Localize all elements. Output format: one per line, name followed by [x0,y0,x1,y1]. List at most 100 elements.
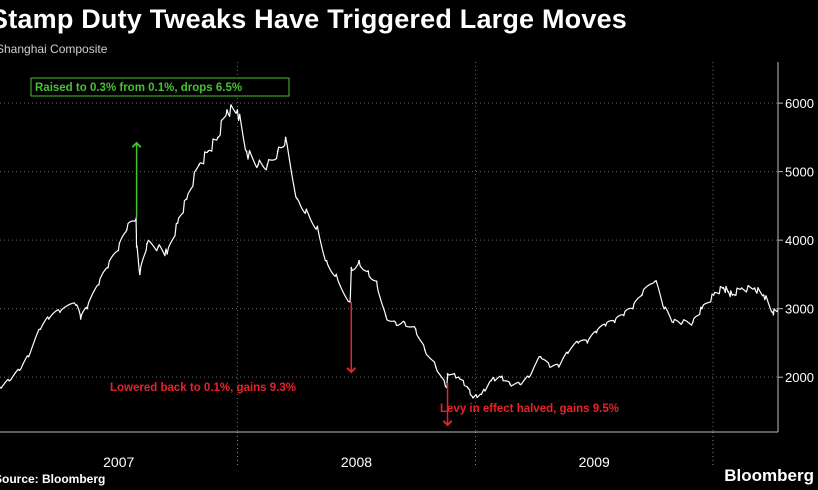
series-layer [0,104,779,399]
data-point [586,342,589,344]
data-point [500,376,502,378]
annotation-label-raised: Raised to 0.3% from 0.1%, drops 6.5% [35,82,242,94]
data-point [296,198,299,200]
data-point [753,287,756,289]
data-point [107,266,109,269]
data-point [266,163,269,166]
data-point [604,324,607,327]
data-point [641,294,643,296]
x-tick-label: 2007 [103,454,134,470]
annotation-label-halved: Levy in effect halved, gains 9.5% [440,403,619,415]
annotation-box [30,77,290,97]
data-point [457,376,460,378]
data-point [75,304,77,307]
data-point [654,280,656,283]
brand-logo-text: Bloomberg [724,466,814,485]
data-point [335,273,338,276]
data-point [358,259,360,262]
data-point [394,321,397,324]
y-tick-label: 6000 [785,96,814,111]
data-point [157,246,159,248]
data-point [305,208,308,211]
data-point [316,225,319,228]
data-point [403,321,406,324]
chart-title: Stamp Duty Tweaks Have Triggered Large M… [0,4,628,34]
data-point [691,321,694,324]
data-point [375,280,378,283]
data-point [623,314,625,317]
y-tick-label: 4000 [785,233,814,248]
data-point [39,328,42,331]
data-point [117,249,120,252]
data-point [135,218,137,221]
x-tick-label: 2008 [341,454,372,470]
data-point [284,136,287,139]
data-point [217,136,219,139]
data-point [731,294,734,296]
data-point [0,386,1,389]
data-point [423,348,426,351]
data-point [126,229,128,231]
data-point [721,287,724,289]
data-point [139,273,141,276]
grid-layer [0,62,778,432]
data-point [681,321,684,324]
data-point [446,372,449,375]
data-point [59,311,61,313]
data-point [47,318,50,320]
data-point [176,222,179,224]
data-point [86,307,88,310]
data-point [166,253,168,255]
data-point [518,383,521,385]
data-point [384,314,387,317]
data-point [528,376,530,378]
annotation-layer: Raised to 0.3% from 0.1%, drops 6.5% Lowe… [30,77,619,427]
series-line-shanghai-composite [0,104,779,399]
data-point [226,109,228,111]
data-point [27,355,30,358]
data-point [727,290,729,293]
data-point [595,331,598,334]
data-point [480,393,483,396]
data-point [18,369,21,372]
data-point [548,366,551,368]
data-point [8,379,10,382]
x-tick-label: 2009 [579,454,610,470]
axis-layer: 2000 3000 4000 5000 6000 2007 2008 2009 [0,62,814,470]
data-point [632,307,634,310]
data-point [367,270,369,272]
y-tick-label: 2000 [785,370,814,385]
data-point [771,311,774,313]
annotation-label-lowered: Lowered back to 0.1%, gains 9.3% [110,382,296,394]
data-point [490,379,492,382]
data-point [414,328,417,331]
data-point [349,301,351,303]
data-point [740,287,743,289]
data-point [79,318,82,320]
data-point [276,150,279,152]
source-label: Source: Bloomberg [0,472,106,486]
data-point [435,366,437,368]
data-point [567,352,569,355]
y-tick-label: 5000 [785,165,814,180]
data-point [672,321,675,324]
data-point [325,259,328,262]
data-point [472,396,474,399]
data-point [98,283,100,286]
data-point [198,163,200,166]
data-point [135,246,138,248]
data-point [762,294,765,296]
data-point [557,366,560,368]
data-point [701,307,703,310]
data-point [663,307,665,310]
data-point [509,383,511,385]
data-point [207,150,209,152]
data-point [236,109,239,111]
data-point [245,150,248,152]
data-point [466,386,469,389]
y-tick-label: 3000 [785,302,814,317]
data-point [146,242,148,245]
data-point [350,266,353,269]
data-point [613,321,616,324]
